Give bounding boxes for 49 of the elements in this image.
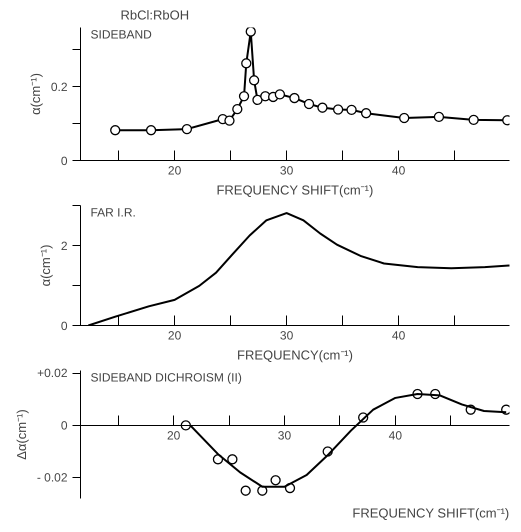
point: [246, 28, 256, 37]
point: [224, 115, 235, 126]
point: [227, 454, 238, 464]
point: [182, 124, 192, 134]
point: [248, 75, 260, 86]
y-tick-label: 2: [60, 239, 68, 253]
point: [110, 125, 120, 136]
y-tick-label: 0: [60, 418, 68, 432]
chart-title: RbCl:RbOH: [120, 8, 190, 22]
y-axis-title: α(cm⁻¹): [28, 73, 43, 115]
x-tick-label: 30: [280, 164, 294, 178]
point: [238, 91, 250, 102]
x-tick-label: 20: [166, 428, 181, 442]
y-tick-label: 0: [60, 319, 68, 333]
x-axis-title: FREQUENCY SHIFT(cm⁻¹): [352, 506, 510, 520]
point: [468, 114, 479, 125]
point: [346, 104, 357, 116]
x-axis-title: FREQUENCY SHIFT(cm⁻¹): [216, 182, 374, 198]
point: [434, 112, 444, 122]
x-axis-title: FREQUENCY(cm⁻¹): [237, 348, 353, 362]
point: [304, 98, 314, 110]
annotation: SIDEBAND: [90, 28, 152, 42]
point: [240, 486, 251, 496]
annotation: FAR I.R.: [90, 206, 136, 220]
x-tick-label: 30: [278, 428, 292, 442]
point: [399, 112, 410, 124]
point: [270, 475, 281, 486]
x-tick-label: 40: [392, 164, 406, 178]
point: [317, 102, 328, 113]
y-tick-label: 0.2: [50, 80, 68, 94]
point: [289, 92, 300, 104]
y-tick-label: +0.02: [37, 366, 68, 380]
x-tick-label: 20: [168, 164, 182, 178]
annotation: SIDEBAND DICHROISM (II): [90, 370, 242, 384]
y-axis-title: α(cm⁻¹): [38, 244, 53, 286]
point: [241, 58, 252, 68]
point: [232, 104, 242, 114]
x-tick-label: 30: [280, 328, 294, 342]
point: [146, 125, 156, 136]
point: [274, 89, 286, 100]
x-tick-label: 40: [388, 428, 402, 442]
point: [332, 104, 344, 115]
x-tick-label: 40: [392, 328, 406, 342]
point: [252, 94, 263, 106]
y-axis-title: Δα(cm⁻¹): [14, 409, 29, 460]
y-tick-label: 0: [60, 154, 68, 168]
x-tick-label: 20: [168, 328, 182, 342]
point: [360, 108, 372, 118]
y-tick-label: - 0.02: [36, 470, 68, 485]
